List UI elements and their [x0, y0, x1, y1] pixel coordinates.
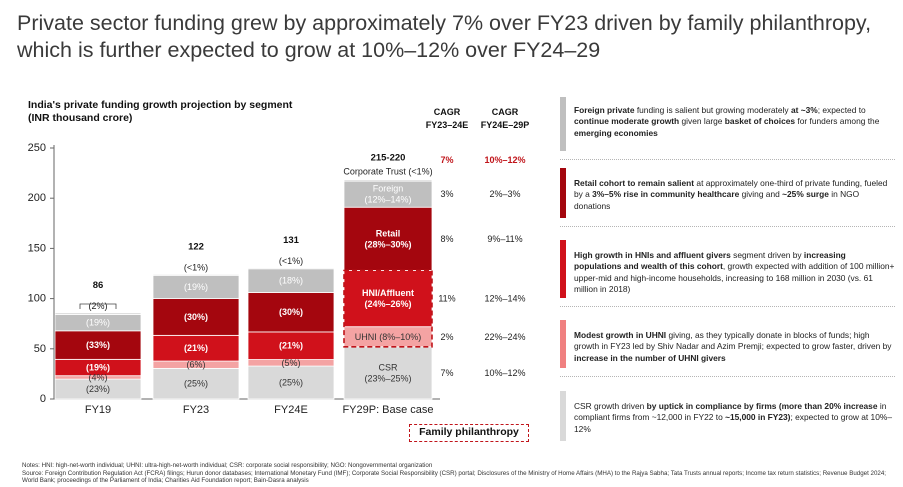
side-note-divider	[560, 159, 895, 160]
x-category-label: FY19	[85, 404, 111, 416]
bar-segment-label: (19%)	[86, 363, 110, 373]
family-philanthropy-label: Family philanthropy	[409, 424, 529, 442]
bar-segment-label: (2%)	[88, 301, 107, 311]
bar-segment	[247, 331, 335, 360]
bar-segment	[54, 330, 142, 360]
cagr-fy23-24e-value: 8%	[440, 234, 453, 244]
x-category-label: FY23	[183, 404, 209, 416]
cagr-fy23-24e-value: 11%	[438, 294, 455, 304]
cagr-fy24e-29p-value: 9%–11%	[487, 234, 522, 244]
bar-segment-label: (25%)	[279, 378, 303, 388]
bar-segment-label: (6%)	[186, 360, 205, 370]
bar-segment-label: (5%)	[281, 358, 300, 368]
bar-segment	[152, 367, 240, 400]
cagr-fy23-24e-value: 3%	[440, 189, 453, 199]
bar-segment-label: (30%)	[184, 312, 208, 322]
bar-segment	[247, 365, 335, 400]
bar-total-label: 131	[283, 234, 300, 245]
y-tick-label: 50	[34, 343, 46, 355]
chart-title-line1: India's private funding growth projectio…	[28, 99, 293, 111]
fy19-top-bracket	[79, 303, 117, 309]
cagr-fy23-24e-value: 7%	[440, 368, 453, 378]
side-note-divider	[560, 226, 895, 227]
bar-segment	[343, 206, 433, 271]
bar-segment-label: UHNI (8%–10%)	[355, 332, 422, 342]
bar-segment-label: Corporate Trust (<1%)	[343, 167, 432, 177]
side-note-color-bar	[560, 391, 566, 441]
x-category-label: FY24E	[274, 404, 308, 416]
side-note-text: Retail cohort to remain salient at appro…	[574, 178, 888, 211]
chart-title-line2: (INR thousand crore)	[28, 112, 133, 124]
bar-segment-label: (4%)	[88, 372, 107, 382]
bar-segment	[343, 270, 433, 328]
bar-segment-label: (21%)	[184, 343, 208, 353]
bar-segment-label: (25%)	[184, 379, 208, 389]
bar-total-label: 86	[93, 279, 104, 290]
bar-segment-label: (19%)	[184, 282, 208, 292]
bar-segment-label: HNI/Affluent (24%–26%)	[362, 288, 414, 309]
bar-segment	[152, 273, 240, 276]
bar-segment	[247, 292, 335, 333]
side-note: CSR growth driven by uptick in complianc…	[560, 391, 895, 441]
bar-segment	[152, 334, 240, 362]
footnote-notes: Notes: HNI: high-net-worth individual; U…	[22, 462, 433, 469]
cagr-fy24e-29p-value: 12%–14%	[484, 294, 525, 304]
side-note-color-bar	[560, 320, 566, 368]
cagr-fy23-24e-value: 2%	[440, 332, 453, 342]
bar-total-label: 122	[188, 241, 204, 252]
side-note-text: High growth in HNIs and affluent givers …	[574, 250, 895, 295]
bar-segment	[152, 298, 240, 336]
headline: Private sector funding grew by approxima…	[17, 11, 872, 62]
cagr-fy24e-29p-value: 22%–24%	[484, 332, 525, 342]
side-note: Foreign private funding is salient but g…	[560, 97, 895, 151]
bar-segment	[54, 312, 142, 315]
cagr-fy24e-29p-value: 10%–12%	[484, 368, 525, 378]
bar-segment-label: Retail (28%–30%)	[364, 228, 411, 249]
y-tick-label: 200	[28, 192, 46, 204]
side-note-color-bar	[560, 97, 566, 151]
side-note: High growth in HNIs and affluent givers …	[560, 240, 895, 298]
side-note-color-bar	[560, 168, 566, 218]
cagr-fy23-24e-value: 7%	[440, 155, 453, 165]
cagr-header-fy23-24e: CAGR FY23–24E	[425, 107, 469, 130]
cagr-header-fy24e-29p: CAGR FY24E–29P	[480, 107, 530, 130]
bar-segment-label: Foreign (12%–14%)	[364, 184, 411, 205]
bar-segment-label: (21%)	[279, 341, 303, 351]
bar-segment	[247, 267, 335, 270]
y-tick-label: 0	[40, 393, 46, 405]
stacked-bar-chart: 050100150200250(23%)(4%)(19%)(33%)(19%)(…	[28, 142, 526, 416]
side-note-color-bar	[560, 240, 566, 298]
bar-segment-label: (18%)	[279, 276, 303, 286]
bar-segment	[343, 346, 433, 400]
bar-total-label: 215-220	[371, 152, 406, 163]
chart-title: India's private funding growth projectio…	[28, 99, 292, 125]
x-category-label: FY29P: Base case	[342, 404, 433, 416]
side-note-text: Foreign private funding is salient but g…	[574, 105, 880, 138]
bar-segment-label: (23%)	[86, 384, 110, 394]
bar-segment-label: (33%)	[86, 340, 110, 350]
side-note-divider	[560, 376, 895, 377]
side-note-text: CSR growth driven by uptick in complianc…	[574, 401, 892, 434]
bar-segment	[343, 179, 433, 182]
bar-segment-label: (<1%)	[279, 256, 303, 266]
side-note-text: Modest growth in UHNI giving, as they ty…	[574, 330, 892, 363]
bar-segment-label: (<1%)	[184, 262, 208, 272]
y-tick-label: 150	[28, 242, 46, 254]
footnote-source: Source: Foreign Contribution Regulation …	[22, 469, 887, 485]
cagr-fy24e-29p-value: 10%–12%	[484, 155, 525, 165]
bar-segment-label: (30%)	[279, 307, 303, 317]
side-note: Retail cohort to remain salient at appro…	[560, 168, 895, 218]
family-philanthropy-outline	[343, 269, 433, 348]
bar-segment-label: CSR (23%–25%)	[364, 362, 411, 383]
y-tick-label: 250	[28, 142, 46, 154]
cagr-fy24e-29p-value: 2%–3%	[489, 189, 520, 199]
side-note-divider	[560, 306, 895, 307]
bar-segment-label: (19%)	[86, 318, 110, 328]
y-tick-label: 100	[28, 293, 46, 305]
side-note: Modest growth in UHNI giving, as they ty…	[560, 320, 895, 368]
footnotes: Notes: HNI: high-net-worth individual; U…	[22, 462, 892, 485]
